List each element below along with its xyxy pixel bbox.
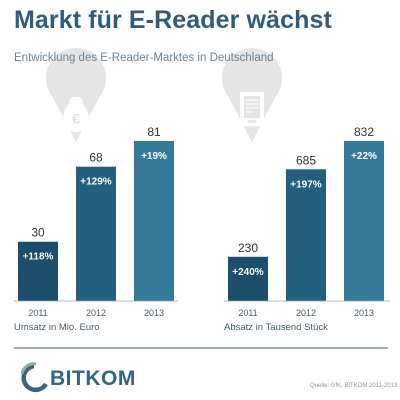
bar-1-2011 xyxy=(18,241,58,301)
growth-label-1-2013: +19% xyxy=(141,151,167,162)
bar-1-2012 xyxy=(76,166,116,301)
page-title: Markt für E-Reader wächst xyxy=(14,6,332,34)
year-tick-2-2012: 2012 xyxy=(296,308,316,318)
bitkom-logo-text: BITKOM xyxy=(50,367,136,390)
growth-label-1-2011: +118% xyxy=(23,252,54,263)
page-subtitle: Entwicklung des E-Reader-Marktes in Deut… xyxy=(14,52,274,64)
growth-label-2-2011: +240% xyxy=(232,267,264,278)
growth-label-2-2013: +22% xyxy=(351,151,377,162)
money-bag-pin: € xyxy=(46,48,106,142)
value-label-1-2012: 68 xyxy=(89,151,103,165)
year-tick-1-2011: 2011 xyxy=(28,308,47,318)
value-label-2-2011: 230 xyxy=(238,241,258,255)
svg-text:€: € xyxy=(72,111,81,128)
value-label-2-2013: 832 xyxy=(354,125,374,139)
chart-1-xlabel: Umsatz in Mio. Euro xyxy=(14,322,100,333)
ereader-pin xyxy=(222,48,282,142)
source-note: Quelle: GfK, BITKOM 2011-2013 xyxy=(310,383,398,389)
growth-label-1-2012: +129% xyxy=(80,177,112,188)
ereader-icon xyxy=(240,92,264,126)
bar-2-2011 xyxy=(228,256,268,301)
value-label-1-2011: 30 xyxy=(31,226,45,240)
year-tick-1-2012: 2012 xyxy=(86,308,106,318)
chart-2-xlabel: Absatz in Tausend Stück xyxy=(224,322,328,333)
year-tick-2-2011: 2011 xyxy=(238,308,257,318)
year-tick-2-2013: 2013 xyxy=(354,308,374,318)
value-label-1-2013: 81 xyxy=(147,125,161,139)
bar-1-2013 xyxy=(134,141,174,301)
value-label-2-2012: 685 xyxy=(296,153,316,167)
year-tick-1-2013: 2013 xyxy=(144,308,164,318)
bitkom-logo-icon xyxy=(20,362,48,393)
growth-label-2-2012: +197% xyxy=(290,179,322,190)
bar-2-2012 xyxy=(286,169,326,301)
bar-2-2013 xyxy=(344,141,384,301)
money-bag-icon: € xyxy=(63,97,89,132)
